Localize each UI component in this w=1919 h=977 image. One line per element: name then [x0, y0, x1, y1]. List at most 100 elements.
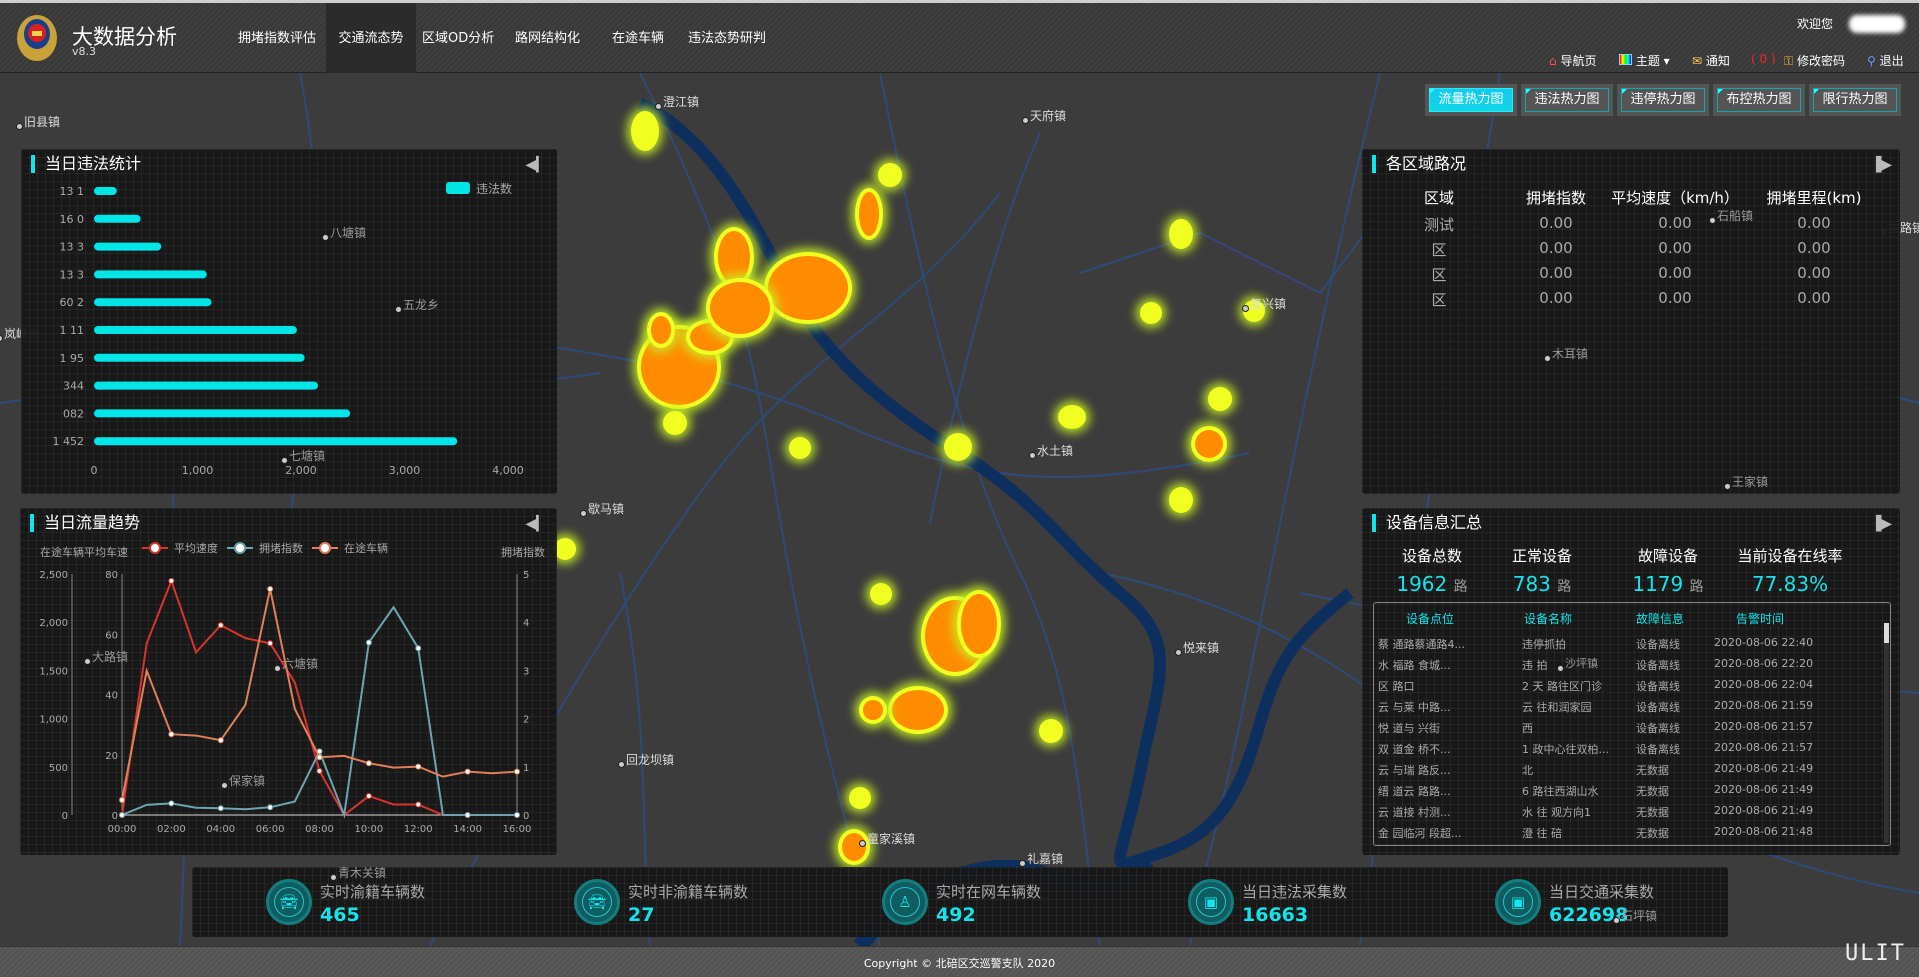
violation-heatmap-button[interactable]: 违法热力图	[1521, 84, 1613, 116]
device-alarm-table: 设备点位 设备名称 故障信息 告警时间蔡 通路蔡通路4... 违停抓拍 设备离线 2020-…	[1373, 602, 1891, 846]
device-alarm-row[interactable]: 区 路口 2 天 路往区门诊 设备离线 2020-08-06 22:04	[1374, 677, 1882, 695]
data-point[interactable]	[316, 754, 323, 761]
button-label: 布控热力图	[1717, 88, 1801, 112]
region-name: 测试	[1423, 216, 1454, 234]
data-point[interactable]	[168, 800, 175, 807]
data-point[interactable]	[464, 768, 471, 775]
data-point[interactable]	[119, 796, 125, 803]
device-alarm-row[interactable]: 水 福路 食城... 违 拍 设备离线 2020-08-06 22:20	[1374, 656, 1882, 674]
device-column-header: 故障信息	[1636, 612, 1685, 626]
button-label: 违法热力图	[1525, 88, 1609, 112]
data-point[interactable]	[217, 805, 224, 812]
data-point[interactable]	[267, 585, 274, 592]
collapse-right-icon[interactable]: ▐▶	[1870, 516, 1892, 532]
nav-od-analysis[interactable]: 区域OD分析	[422, 31, 495, 46]
device-alarm-row[interactable]: 双 道金 桥不... 1 政中心往双柏... 设备离线 2020-08-06 21:5…	[1374, 740, 1882, 758]
kpi-label: 当日交通采集数	[1549, 883, 1655, 901]
device-alarm-row[interactable]: 云 与莱 中路... 云 往和润家园 设备离线 2020-08-06 21:59	[1374, 698, 1882, 716]
nav-vehicles-en-route[interactable]: 在途车辆	[612, 31, 665, 46]
data-point[interactable]	[316, 768, 323, 775]
road-cell: 0.00	[1658, 264, 1692, 282]
bar[interactable]	[94, 242, 162, 251]
scrollbar[interactable]	[1884, 623, 1889, 843]
device-cell: 无数据	[1636, 785, 1669, 798]
change-password-link[interactable]: ⚿ 修改密码	[1784, 52, 1845, 69]
vehicles-tick-label: 500	[49, 763, 68, 774]
data-point[interactable]	[267, 640, 274, 647]
congestion-tick-label: 0	[523, 811, 529, 822]
theme-dropdown[interactable]: 主题 ▾	[1619, 52, 1670, 69]
device-cell: 区 路口	[1378, 680, 1415, 693]
heat-layer	[550, 107, 1269, 869]
data-point[interactable]	[415, 763, 422, 770]
top-header: 大数据分析 v8.3 拥堵指数评估 交通流态势 区域OD分析 路网结构化 在途车…	[0, 0, 1919, 73]
bar[interactable]	[94, 409, 351, 418]
heat-spot-core	[961, 594, 997, 654]
collapse-left-icon[interactable]: ◀▎	[525, 157, 547, 173]
data-point[interactable]	[119, 812, 125, 818]
nav-violation-analysis[interactable]: 违法态势研判	[688, 31, 767, 46]
parking-violation-heatmap-button[interactable]: 违停热力图	[1617, 84, 1709, 116]
device-alarm-row[interactable]: 缙 道云 路路... 6 路往西湖山水 无数据 2020-08-06 21:49	[1374, 782, 1882, 800]
bar[interactable]	[94, 326, 297, 334]
data-point[interactable]	[168, 577, 175, 584]
data-point[interactable]	[365, 793, 372, 800]
data-point[interactable]	[415, 645, 422, 652]
heat-spot-core	[859, 192, 879, 236]
nav-traffic-flow[interactable]: 交通流态势	[326, 3, 416, 73]
bar[interactable]	[94, 298, 212, 307]
collapse-left-icon[interactable]: ◀▎	[525, 516, 547, 532]
bar[interactable]	[94, 353, 305, 362]
data-point[interactable]	[514, 812, 520, 818]
bar[interactable]	[94, 270, 207, 279]
data-point[interactable]	[365, 760, 372, 767]
home-link[interactable]: ⌂ 导航页	[1549, 52, 1596, 69]
data-point[interactable]	[217, 737, 224, 744]
flow-heatmap-button[interactable]: 流量热力图	[1425, 84, 1517, 116]
device-alarm-row[interactable]: 蔡 通路蔡通路4... 违停抓拍 设备离线 2020-08-06 22:40	[1374, 635, 1882, 653]
map-place-label: 歇马镇	[579, 502, 625, 517]
data-point[interactable]	[514, 768, 520, 775]
heat-spot-core	[710, 282, 770, 334]
stat-unit: 路	[1557, 579, 1572, 595]
nav-road-network[interactable]: 路网结构化	[515, 31, 581, 46]
bar[interactable]	[94, 437, 458, 446]
device-alarm-row[interactable]: 云 道接 村测... 水 往 观方向1 无数据 2020-08-06 21:49	[1374, 803, 1882, 821]
collapse-right-icon[interactable]: ▐▶	[1870, 157, 1892, 173]
device-alarm-row[interactable]: 云 与瑞 路反... 北 无数据 2020-08-06 21:49	[1374, 761, 1882, 779]
legend-label: 拥堵指数	[259, 541, 303, 555]
bar[interactable]	[94, 214, 141, 223]
data-point[interactable]	[168, 731, 175, 738]
kpi-value: 492	[936, 904, 976, 926]
bar[interactable]	[94, 381, 319, 390]
heat-spot-ring	[1039, 719, 1063, 743]
notify-link[interactable]: ✉ 通知	[1692, 52, 1730, 69]
heat-spot-core	[768, 256, 848, 320]
logout-link[interactable]: ⚲ 退出	[1867, 52, 1904, 69]
data-point[interactable]	[267, 804, 274, 811]
restriction-heatmap-button[interactable]: 限行热力图	[1809, 84, 1901, 116]
x-tick-label: 12:00	[404, 824, 433, 835]
device-alarm-row[interactable]: 悦 道与 兴街 西 设备离线 2020-08-06 21:57	[1374, 719, 1882, 737]
nav-congestion-eval[interactable]: 拥堵指数评估	[238, 31, 317, 46]
data-point[interactable]	[217, 622, 224, 629]
data-point[interactable]	[415, 801, 422, 808]
data-point[interactable]	[464, 812, 471, 818]
kpi-label: 实时非渝籍车辆数	[628, 883, 749, 901]
scrollbar-thumb[interactable]	[1884, 623, 1889, 643]
data-point[interactable]	[365, 639, 372, 646]
device-cell: 云 与莱 中路...	[1378, 701, 1451, 714]
device-cell: 云 与瑞 路反...	[1378, 764, 1451, 777]
heat-spot-core	[1195, 430, 1223, 458]
device-cell: 设备离线	[1636, 638, 1680, 651]
congestion-tick-label: 1	[523, 763, 529, 774]
congestion-tick-label: 5	[523, 570, 529, 581]
map-place-label: 悦来镇	[1174, 641, 1220, 656]
device-alarm-row[interactable]: 金 园临河 段超... 澄 往 碚 无数据 2020-08-06 21:48	[1374, 824, 1882, 842]
heat-spot-core	[718, 231, 750, 283]
heat-spot-ring	[554, 538, 576, 560]
surveillance-heatmap-button[interactable]: 布控热力图	[1713, 84, 1805, 116]
stat-number: 1179	[1632, 572, 1684, 596]
bar[interactable]	[94, 187, 117, 195]
